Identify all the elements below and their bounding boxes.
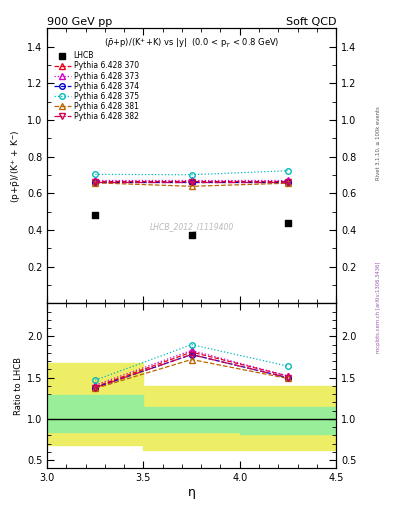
Text: ($\bar{p}$+p)/(K$^{+}$+K) vs |y|  (0.0 < p$_T$ < 0.8 GeV): ($\bar{p}$+p)/(K$^{+}$+K) vs |y| (0.0 < … [104, 36, 279, 50]
Text: 900 GeV pp: 900 GeV pp [47, 16, 112, 27]
Text: mcplots.cern.ch [arXiv:1306.3436]: mcplots.cern.ch [arXiv:1306.3436] [376, 262, 380, 353]
Point [92, 211, 98, 220]
Text: Rivet 3.1.10, ≥ 100k events: Rivet 3.1.10, ≥ 100k events [376, 106, 380, 180]
Y-axis label: Ratio to LHCB: Ratio to LHCB [14, 357, 23, 415]
Legend: LHCB, Pythia 6.428 370, Pythia 6.428 373, Pythia 6.428 374, Pythia 6.428 375, Py: LHCB, Pythia 6.428 370, Pythia 6.428 373… [54, 51, 139, 121]
Text: LHCB_2012_I1119400: LHCB_2012_I1119400 [149, 222, 234, 231]
Point [285, 219, 291, 227]
Y-axis label: (p+$\bar{\rm p}$)/(K$^{+}$ + K$^{-}$): (p+$\bar{\rm p}$)/(K$^{+}$ + K$^{-}$) [9, 129, 23, 203]
Text: Soft QCD: Soft QCD [286, 16, 336, 27]
X-axis label: η: η [187, 486, 196, 499]
Point [188, 231, 195, 240]
